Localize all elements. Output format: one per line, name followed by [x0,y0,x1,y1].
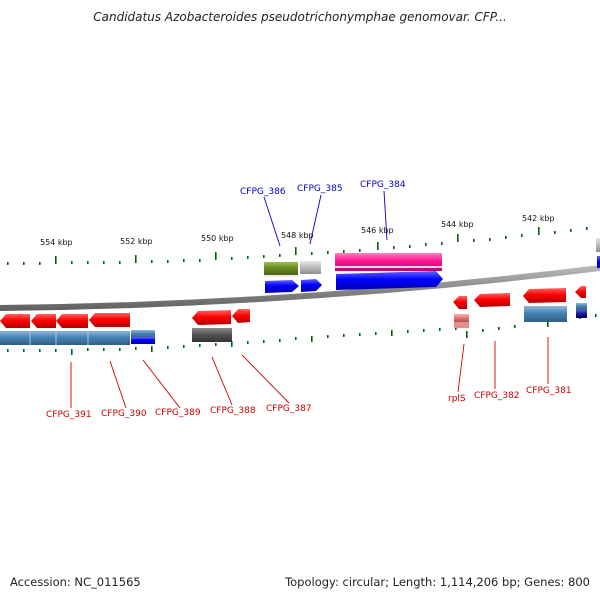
outer-scale: 554 kbp 552 kbp 550 kbp 548 kbp 546 kbp … [7,214,588,265]
genome-backbone [0,265,600,311]
gene-feature[interactable] [31,314,56,328]
gene-feature[interactable] [192,310,231,325]
gene-label[interactable]: CFPG_384 [360,180,406,190]
gene-label[interactable]: CFPG_382 [474,391,520,401]
gene-feature[interactable] [0,331,130,345]
gene-feature[interactable] [454,314,469,322]
gene-feature[interactable] [336,271,443,290]
gene-feature[interactable] [474,293,510,307]
gene-label[interactable]: rplS [448,394,466,404]
gene-feature[interactable] [523,288,566,303]
gene-feature[interactable] [192,328,232,342]
accession-text: Accession: NC_011565 [10,575,141,589]
gene-feature[interactable] [89,313,130,327]
gene-feature[interactable] [453,296,467,309]
scale-label: 542 kbp [522,214,555,223]
gene-feature[interactable] [300,261,321,274]
gene-feature[interactable] [265,280,299,293]
gene-feature[interactable] [264,262,298,275]
gene-feature[interactable] [56,314,88,328]
gene-feature[interactable] [131,330,155,338]
gene-feature[interactable] [575,286,586,298]
gene-label[interactable]: CFPG_386 [240,187,286,197]
scale-label: 554 kbp [40,238,73,247]
scale-label: 552 kbp [120,237,153,246]
gene-label[interactable]: CFPG_391 [46,410,92,420]
gene-feature[interactable] [131,337,155,344]
map-title: Candidatus Azobacteroides pseudotrichony… [93,10,507,24]
scale-label: 544 kbp [441,220,474,229]
forward-genes [264,238,600,293]
gene-label[interactable]: CFPG_390 [101,409,147,419]
gene-label[interactable]: CFPG_385 [297,184,343,194]
reverse-genes [0,286,587,345]
gene-feature[interactable] [301,279,322,292]
label-leaders [70,190,549,409]
gene-labels-bottom: CFPG_391 CFPG_390 CFPG_389 CFPG_388 CFPG… [46,386,572,420]
gene-label[interactable]: CFPG_388 [210,406,256,416]
scale-label: 546 kbp [361,226,394,235]
gene-feature[interactable] [232,309,250,323]
genome-summary-text: Topology: circular; Length: 1,114,206 bp… [285,575,590,589]
gene-feature[interactable] [524,306,567,322]
gene-feature[interactable] [335,253,442,271]
scale-label: 548 kbp [281,231,314,240]
gene-label[interactable]: CFPG_389 [155,408,201,418]
gene-label[interactable]: CFPG_387 [266,404,312,414]
gene-label[interactable]: CFPG_381 [526,386,572,396]
gene-feature[interactable] [0,314,30,328]
gene-labels-top: CFPG_386 CFPG_385 CFPG_384 [240,180,406,197]
scale-label: 550 kbp [201,234,234,243]
